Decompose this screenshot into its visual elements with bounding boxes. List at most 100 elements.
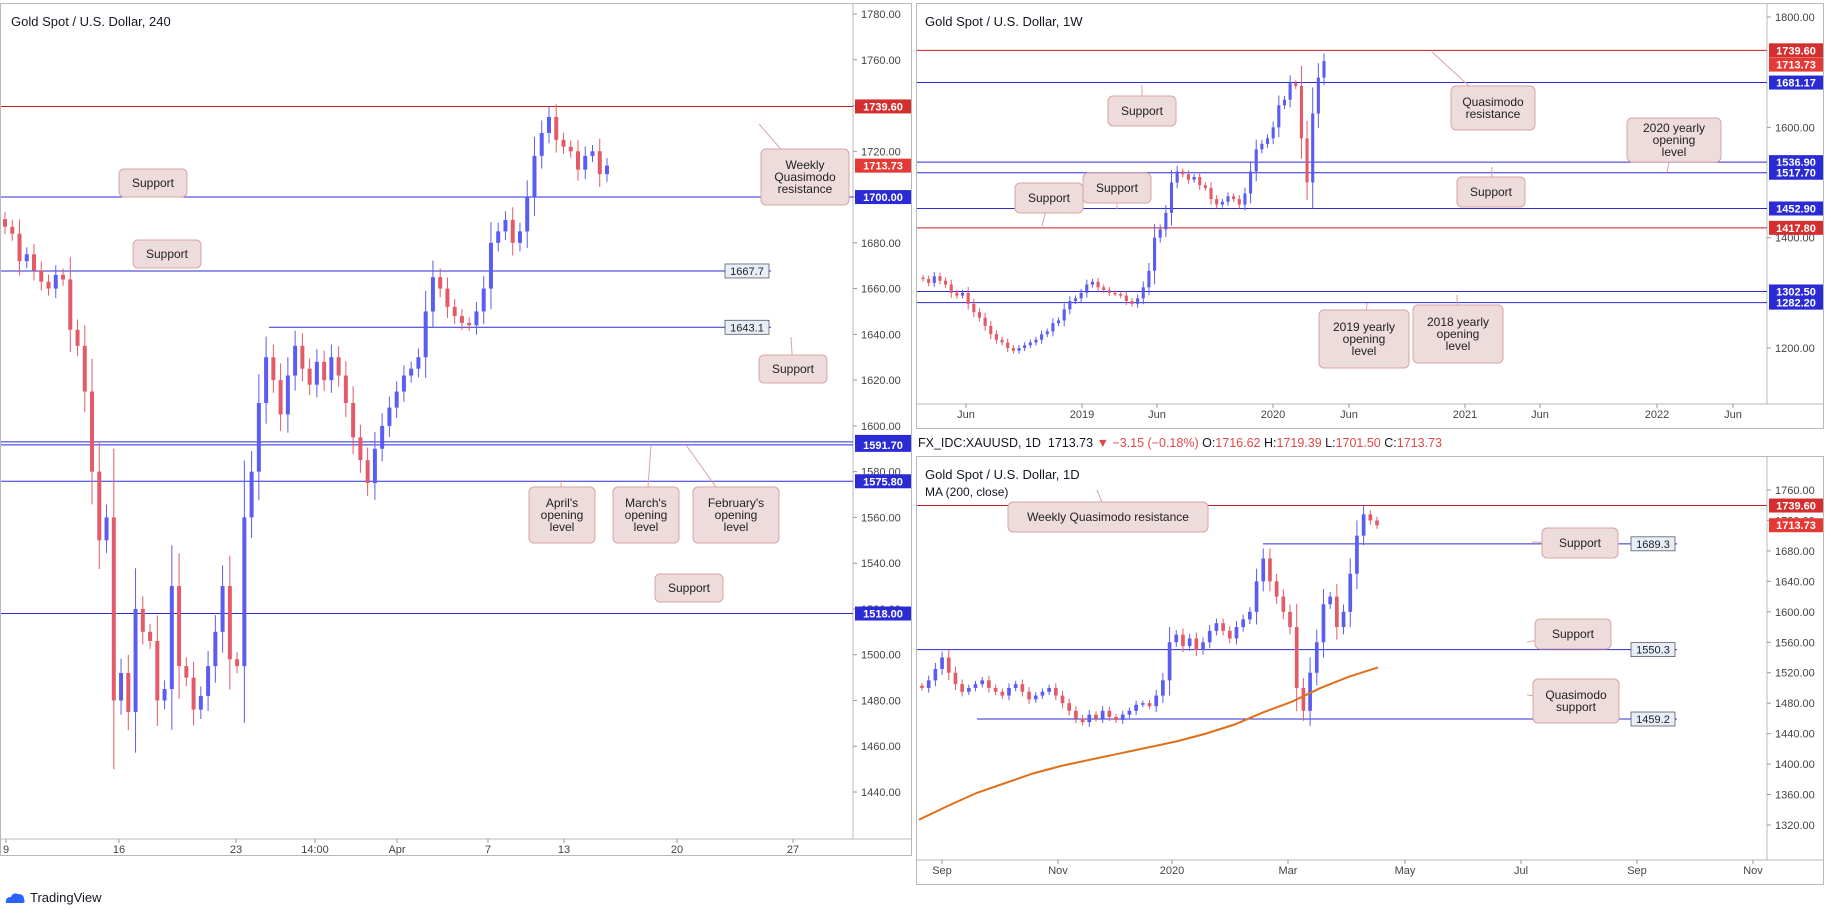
candle-body xyxy=(933,668,938,681)
candle-body xyxy=(938,276,942,281)
candle-body xyxy=(1034,339,1038,343)
x-tick-label: 2019 xyxy=(1070,409,1094,421)
level-price-label: 1713.73 xyxy=(1776,520,1816,532)
candle-body xyxy=(39,270,44,282)
candle-body xyxy=(1007,687,1011,696)
daily-chart-panel[interactable]: Gold Spot / U.S. Dollar, 1D MA (200, clo… xyxy=(916,456,1824,885)
h4-chart-canvas[interactable]: 1780.001760.001740.001720.001700.001680.… xyxy=(1,4,912,856)
candle-body xyxy=(1274,581,1279,597)
candle-body xyxy=(82,345,87,392)
callout-text: Quasimodo resistance xyxy=(1462,95,1524,121)
level-price-label: 1667.7 xyxy=(730,266,764,278)
candle-body xyxy=(401,375,406,392)
tradingview-logo[interactable]: TradingView xyxy=(4,890,102,905)
candle-body xyxy=(940,657,944,669)
candle-body xyxy=(140,608,145,632)
callout-box xyxy=(612,486,680,544)
candle-body xyxy=(1033,695,1038,700)
weekly-chart-canvas[interactable]: 1800.00 1600.00 1400.00 1200.00 Jun 2019 Jun 20… xyxy=(917,4,1824,429)
candle-body xyxy=(525,197,530,232)
callout-text-line: opening xyxy=(625,508,668,522)
candle-body xyxy=(1080,718,1085,723)
x-tick-label: 9 xyxy=(3,844,9,856)
candle-body xyxy=(1282,99,1287,106)
candle-body xyxy=(351,403,356,438)
level-price-label: 1713.73 xyxy=(863,161,903,173)
candle-body xyxy=(1341,611,1346,628)
candle-body xyxy=(53,274,58,289)
candle-body xyxy=(256,403,261,472)
candle-body xyxy=(1161,680,1165,696)
x-tick-label: Jun xyxy=(1724,409,1742,421)
y-tick-label: 1460.00 xyxy=(861,741,901,753)
level-price-tag xyxy=(855,437,911,452)
candle-body xyxy=(1321,604,1326,643)
x-tick-label: 2020 xyxy=(1160,865,1184,877)
level-price-tag xyxy=(1769,57,1823,72)
callout-text-line: resistance xyxy=(778,182,833,196)
y-tick-label: 1400.00 xyxy=(1775,233,1815,245)
candle-body xyxy=(119,673,124,701)
candle-body xyxy=(488,242,493,289)
callout-text: Support xyxy=(772,362,815,376)
callout-box xyxy=(1534,618,1612,650)
candle-body xyxy=(1254,149,1258,172)
level-price-tag xyxy=(724,263,770,279)
candle-body xyxy=(920,685,924,688)
callout-text: April's opening level xyxy=(541,496,584,534)
callout-text-line: level xyxy=(550,520,575,534)
candle-body xyxy=(387,407,392,426)
candle-body xyxy=(1198,176,1202,186)
weekly-chart-panel[interactable]: Gold Spot / U.S. Dollar, 1W 1800.00 1600.… xyxy=(916,3,1824,429)
level-price-tag xyxy=(1769,165,1823,180)
callout-text: Support xyxy=(1028,191,1071,205)
callout-text-line: Support xyxy=(1552,627,1595,641)
candle-body xyxy=(1348,573,1353,612)
callout-text-line: March's xyxy=(625,496,667,510)
candle-body xyxy=(1040,334,1044,340)
callout-text: Support xyxy=(1552,627,1595,641)
callout-text-line: Weekly Quasimodo resistance xyxy=(1027,510,1189,524)
callout-text-line: Support xyxy=(1028,191,1071,205)
candle-body xyxy=(155,640,160,701)
candle-body xyxy=(1254,581,1259,612)
candle-body xyxy=(987,680,991,688)
candle-body xyxy=(1164,212,1168,230)
daily-chart-canvas[interactable]: 1760.001720.001680.001640.001600.001560.… xyxy=(917,457,1824,885)
callout-text-line: Support xyxy=(668,581,711,595)
candle-body xyxy=(1074,710,1078,719)
candle-body xyxy=(293,345,298,376)
y-tick-label: 1640.00 xyxy=(861,329,901,341)
candle-body xyxy=(1308,672,1312,711)
candle-body xyxy=(445,288,450,307)
y-tick-label: 1600.00 xyxy=(1775,607,1815,619)
x-tick-label: 23 xyxy=(230,844,242,856)
callout-text-line: February's xyxy=(708,496,764,510)
callout-box xyxy=(1541,527,1619,559)
candle-body xyxy=(1314,642,1319,673)
candle-body xyxy=(590,151,595,156)
candle-body xyxy=(1114,716,1118,720)
callout-text-line: opening xyxy=(1437,327,1480,341)
candle-body xyxy=(1277,105,1281,128)
y-tick-label: 1760.00 xyxy=(1775,485,1815,497)
level-price-tag xyxy=(855,158,911,173)
candle-body xyxy=(1068,301,1072,310)
candle-body xyxy=(1100,710,1105,719)
candle-body xyxy=(133,608,138,712)
ohlc-high-label: H: xyxy=(1263,436,1277,450)
candle-body xyxy=(148,631,153,641)
level-price-tag xyxy=(724,319,770,335)
callout-text: Support xyxy=(146,247,189,261)
y-tick-label: 1500.00 xyxy=(861,650,901,662)
candle-body xyxy=(220,586,225,632)
candle-body xyxy=(1207,630,1212,643)
h4-chart-panel[interactable]: Gold Spot / U.S. Dollar, 240 1780.00 1760… xyxy=(0,3,912,856)
ohlc-down-arrow-icon: ▼ xyxy=(1096,436,1109,450)
candle-body xyxy=(1355,535,1359,574)
candle-body xyxy=(1040,691,1045,696)
candle-body xyxy=(278,380,283,415)
level-price-tag xyxy=(1769,75,1823,90)
h4-chart-title: Gold Spot / U.S. Dollar, 240 xyxy=(11,14,171,29)
candle-body xyxy=(17,233,22,262)
